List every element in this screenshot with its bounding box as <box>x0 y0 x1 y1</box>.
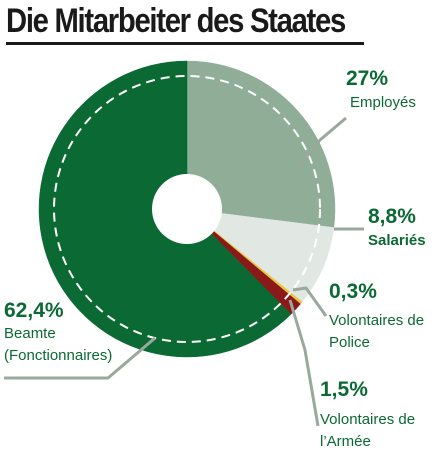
slice-name-salaries: Salariés <box>368 232 426 249</box>
chart-title: Die Mitarbeiter des Staates <box>6 2 346 40</box>
leader-police <box>292 286 328 317</box>
leader-beamte <box>4 336 156 380</box>
dashed-ring <box>53 75 321 343</box>
slice-percent-armee: 1,5% <box>320 378 368 401</box>
slice-name-beamte-line2: (Fonctionnaires) <box>4 347 112 364</box>
leader-lines <box>4 116 364 427</box>
slice-name-armee-line1: Volontaires de <box>320 411 415 428</box>
donut-hole <box>152 174 222 244</box>
slice-percent-employes: 27% <box>346 67 388 90</box>
slice-name-police-line1: Volontaires de <box>329 312 424 329</box>
slice-percent-police: 0,3% <box>329 280 377 303</box>
slice-percent-beamte: 62,4% <box>4 299 64 322</box>
label-employes: 27% Employés <box>346 67 416 111</box>
slice-name-beamte-line1: Beamte <box>4 325 56 342</box>
slice-percent-salaries: 8,8% <box>368 205 416 228</box>
slice-name-employes: Employés <box>350 94 416 111</box>
slice-salaries <box>186 208 335 303</box>
leader-armee <box>288 299 320 427</box>
title-underline <box>6 42 364 45</box>
label-armee: 1,5% Volontaires de l’Armée <box>320 378 415 450</box>
label-beamte: 62,4% Beamte (Fonctionnaires) <box>4 299 112 364</box>
label-police: 0,3% Volontaires de Police <box>329 280 424 351</box>
slice-name-police-line2: Police <box>329 334 370 351</box>
leader-employes <box>298 116 347 166</box>
label-salaries: 8,8% Salariés <box>368 205 426 249</box>
slice-name-armee-line2: l’Armée <box>320 433 371 450</box>
slice-employes <box>186 60 336 228</box>
